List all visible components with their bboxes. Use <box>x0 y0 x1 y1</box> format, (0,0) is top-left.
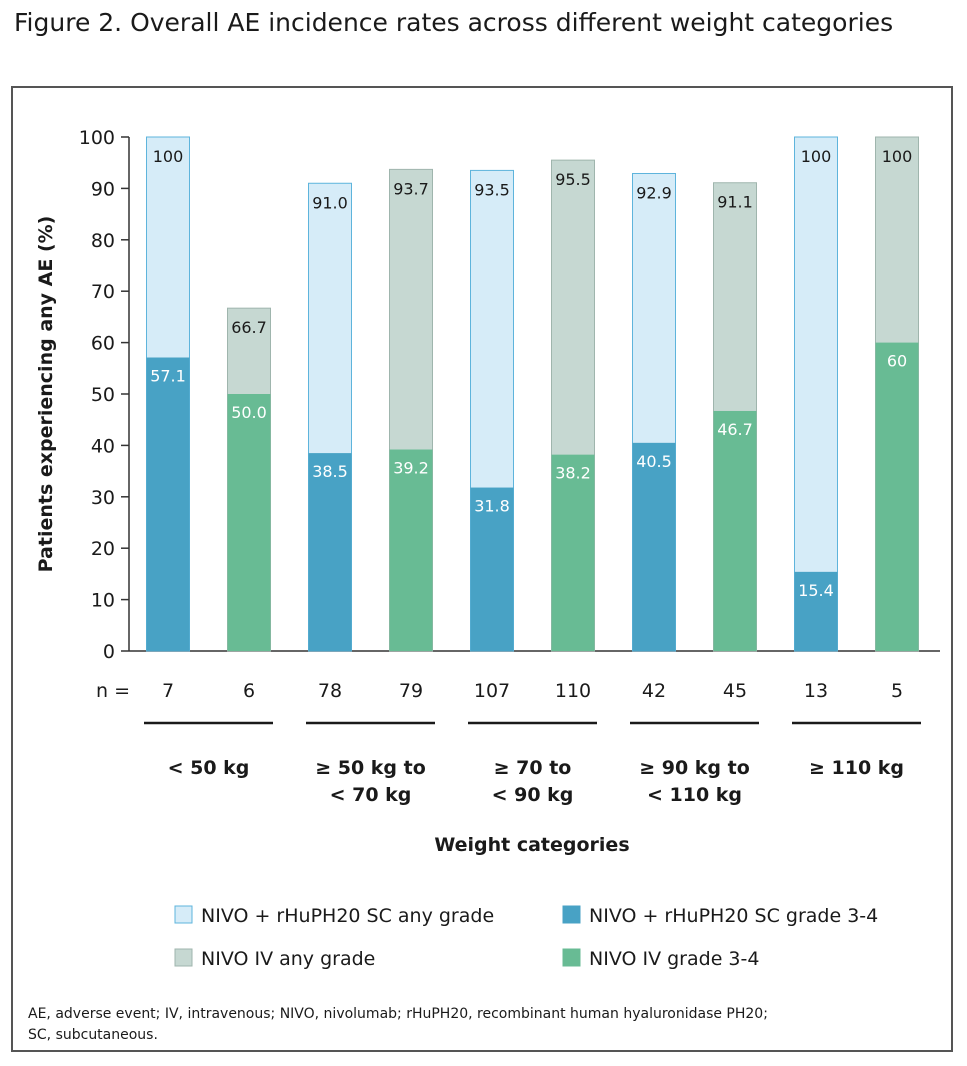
legend-label-sc-g34: NIVO + rHuPH20 SC grade 3-4 <box>589 905 878 927</box>
bar-sc-g34 <box>470 487 514 651</box>
category-label-line: < 110 kg <box>647 784 742 806</box>
bar-iv-g34 <box>389 449 433 651</box>
data-label-sc-g34: 15.4 <box>798 581 834 600</box>
legend-label-sc-any: NIVO + rHuPH20 SC any grade <box>201 905 494 927</box>
bar-iv-g34 <box>875 342 919 651</box>
chart-frame <box>11 86 953 1052</box>
category-label: ≥ 110 kg <box>809 757 904 779</box>
n-label: n = <box>96 680 130 702</box>
data-label-iv-g34: 50.0 <box>231 403 267 422</box>
y-tick-label: 60 <box>91 333 115 355</box>
data-label-iv-any: 93.7 <box>393 179 429 198</box>
legend-swatch-iv-g34 <box>562 948 581 967</box>
bar-iv-g34 <box>713 410 757 651</box>
bar-sc-g34 <box>308 453 352 651</box>
figure-title: Figure 2. Overall AE incidence rates acr… <box>14 8 894 37</box>
y-tick-label: 0 <box>103 641 115 663</box>
legend-label-iv-g34: NIVO IV grade 3-4 <box>589 948 759 970</box>
y-tick-label: 30 <box>91 487 115 509</box>
category-label-line: < 90 kg <box>492 784 574 806</box>
category-label-line: ≥ 110 kg <box>809 757 904 779</box>
legend-label-iv-any: NIVO IV any grade <box>201 948 375 970</box>
data-label-sc-any: 92.9 <box>636 183 672 202</box>
bar-sc-g34 <box>146 357 190 651</box>
bar-iv-g34 <box>227 394 271 651</box>
data-label-sc-g34: 31.8 <box>474 497 510 516</box>
data-label-sc-g34: 40.5 <box>636 452 672 471</box>
footnote: AE, adverse event; IV, intravenous; NIVO… <box>28 1004 928 1046</box>
category-label-line: < 50 kg <box>168 757 250 779</box>
y-tick-label: 70 <box>91 281 115 303</box>
category-label: < 50 kg <box>168 757 250 779</box>
bar-iv-g34 <box>551 454 595 651</box>
data-label-sc-any: 100 <box>801 147 832 166</box>
y-tick-label: 40 <box>91 435 115 457</box>
data-label-iv-any: 91.1 <box>717 193 753 212</box>
data-label-sc-any: 91.0 <box>312 193 348 212</box>
n-value: 42 <box>642 680 666 702</box>
n-value: 79 <box>399 680 423 702</box>
footnote-line-1: AE, adverse event; IV, intravenous; NIVO… <box>28 1006 768 1022</box>
bar-sc-g34 <box>632 442 676 651</box>
bar-sc-any <box>794 136 838 652</box>
category-label-line: ≥ 70 to <box>494 757 572 779</box>
data-label-iv-g34: 60 <box>887 352 907 371</box>
data-label-iv-any: 95.5 <box>555 170 591 189</box>
category-label-line: < 70 kg <box>330 784 412 806</box>
n-value: 107 <box>474 680 510 702</box>
n-value: 5 <box>891 680 903 702</box>
y-tick-label: 90 <box>91 178 115 200</box>
legend-swatch-sc-any <box>174 905 193 924</box>
data-label-iv-any: 66.7 <box>231 318 267 337</box>
x-axis-label: Weight categories <box>434 834 629 856</box>
y-tick-label: 20 <box>91 538 115 560</box>
y-tick-label: 100 <box>79 127 115 149</box>
data-label-sc-any: 100 <box>153 147 184 166</box>
y-tick-label: 50 <box>91 384 115 406</box>
data-label-sc-g34: 57.1 <box>150 367 186 386</box>
footnote-line-2: SC, subcutaneous. <box>28 1027 158 1043</box>
data-label-iv-g34: 46.7 <box>717 420 753 439</box>
legend-swatch-sc-g34 <box>562 905 581 924</box>
bar-chart: 0 10 20 30 40 50 60 70 80 90 100 Patients experienc… <box>35 127 940 970</box>
n-value: 78 <box>318 680 342 702</box>
y-tick-label: 80 <box>91 230 115 252</box>
category-label-line: ≥ 90 kg to <box>639 757 750 779</box>
category-label: ≥ 90 kg to < 110 kg <box>639 757 750 806</box>
bar-sc-g34 <box>794 571 838 651</box>
n-value: 13 <box>804 680 828 702</box>
data-label-iv-any: 100 <box>882 147 913 166</box>
category-label-line: ≥ 50 kg to <box>315 757 426 779</box>
n-value: 7 <box>162 680 174 702</box>
n-value: 6 <box>243 680 255 702</box>
data-label-iv-g34: 38.2 <box>555 464 591 483</box>
n-value: 110 <box>555 680 591 702</box>
data-label-sc-any: 93.5 <box>474 180 510 199</box>
category-label: ≥ 70 to < 90 kg <box>492 757 574 806</box>
y-tick-label: 10 <box>91 590 115 612</box>
n-value: 45 <box>723 680 747 702</box>
category-label: ≥ 50 kg to < 70 kg <box>315 757 426 806</box>
y-axis-label: Patients experiencing any AE (%) <box>35 216 57 573</box>
data-label-iv-g34: 39.2 <box>393 459 429 478</box>
data-label-sc-g34: 38.5 <box>312 462 348 481</box>
legend-swatch-iv-any <box>174 948 193 967</box>
